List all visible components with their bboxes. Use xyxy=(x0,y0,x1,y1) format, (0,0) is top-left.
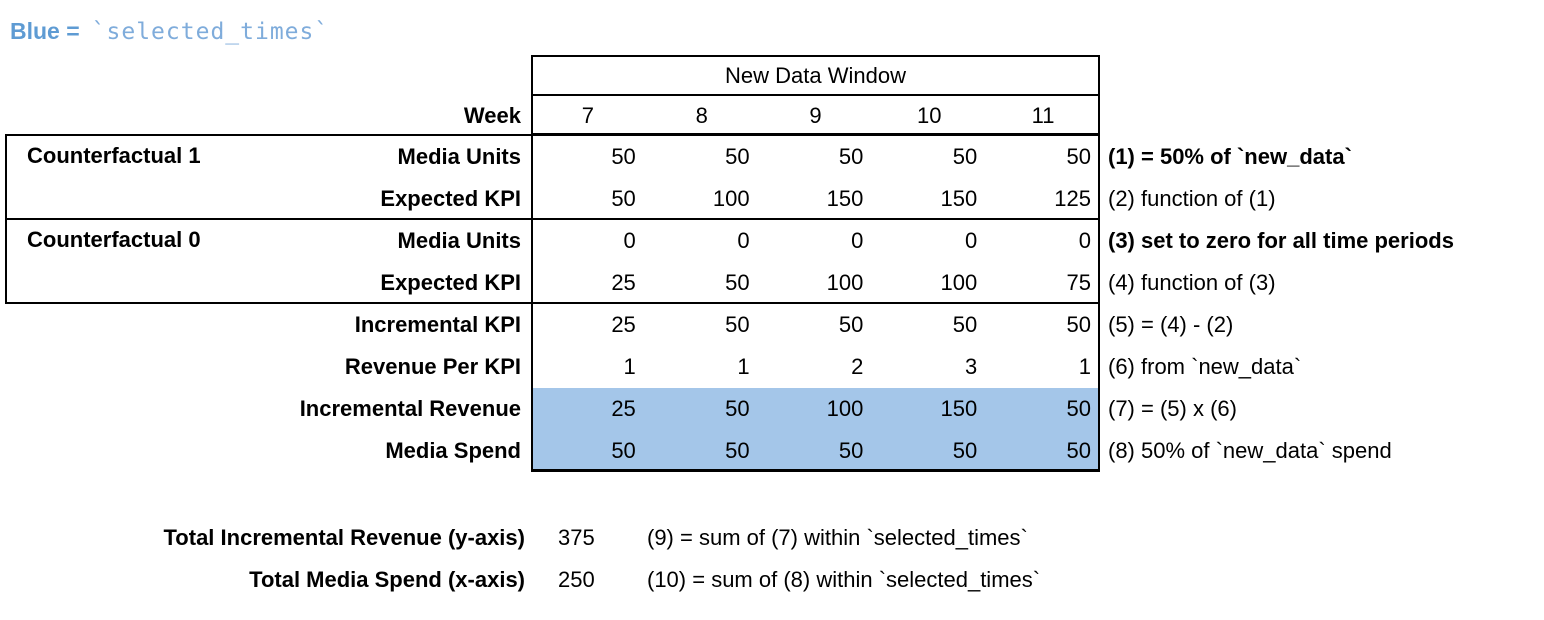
week-number-7: 7 xyxy=(581,103,595,128)
annotation-3: (3) set to zero for all time periods xyxy=(1108,228,1454,253)
table-cell: 50 xyxy=(611,438,636,463)
new-data-window-header: New Data Window xyxy=(531,55,1100,96)
table-cell: 50 xyxy=(952,312,978,337)
table-cell: 50 xyxy=(1066,144,1091,169)
row-label-expected-kpi: Expected KPI xyxy=(380,270,521,295)
table-cell: 50 xyxy=(725,312,750,337)
table-cell: 100 xyxy=(940,270,978,295)
table-row-media-units: 50 50 50 50 50 xyxy=(531,136,1100,178)
annotation-2: (2) function of (1) xyxy=(1108,186,1276,211)
table-cell: 50 xyxy=(952,144,978,169)
table-body-outline xyxy=(531,94,1100,472)
table-cell: 100 xyxy=(826,396,864,421)
table-row-expected-kpi: 25 50 100 100 75 xyxy=(531,262,1100,304)
row-label-revenue-per-kpi: Revenue Per KPI xyxy=(344,354,521,379)
legend-code-selected-times: `selected_times` xyxy=(91,19,330,45)
table-cell: 50 xyxy=(725,270,750,295)
week-number-8: 8 xyxy=(695,103,708,128)
table-cell: 0 xyxy=(851,228,864,253)
annotation-1: (1) = 50% of `new_data` xyxy=(1108,144,1352,169)
table-cell: 3 xyxy=(964,354,978,379)
table-cell: 0 xyxy=(737,228,750,253)
total-value-2: 250 xyxy=(558,567,595,592)
table-cell: 0 xyxy=(623,228,636,253)
table-cell: 1 xyxy=(1078,354,1091,379)
legend-note: Blue = `selected_times` xyxy=(10,18,329,45)
table-cell: 2 xyxy=(851,354,864,379)
table-cell: 50 xyxy=(838,144,864,169)
table-cell: 125 xyxy=(1054,186,1091,211)
week-label: Week xyxy=(463,103,521,128)
table-row-expected-kpi: 50 100 150 150 125 xyxy=(531,178,1100,220)
table-row-media-spend: 50 50 50 50 50 xyxy=(531,430,1100,472)
counterfactual-0-label: Counterfactual 0 xyxy=(27,227,201,252)
table-cell: 50 xyxy=(725,396,750,421)
week-number-10: 10 xyxy=(917,103,942,128)
row-label-incremental-revenue: Incremental Revenue xyxy=(299,396,521,421)
table-cell: 50 xyxy=(611,186,636,211)
total-note-1: (9) = sum of (7) within `selected_times` xyxy=(647,525,1028,550)
table-cell: 150 xyxy=(826,186,864,211)
table-cell: 50 xyxy=(1066,438,1091,463)
table-cell: 75 xyxy=(1066,270,1091,295)
week-number-11: 11 xyxy=(1031,103,1055,128)
divider-counterfactual-1-0 xyxy=(531,218,1100,220)
annotation-6: (6) from `new_data` xyxy=(1108,354,1302,379)
annotation-7: (7) = (5) x (6) xyxy=(1108,396,1237,421)
divider-under-counterfactual-0 xyxy=(531,302,1100,304)
table-cell: 100 xyxy=(712,186,750,211)
table-cell: 50 xyxy=(1066,396,1091,421)
row-label-media-units: Media Units xyxy=(397,228,521,253)
total-label-total-media-spend-x-axis: Total Media Spend (x-axis) xyxy=(249,567,525,592)
table-cell: 50 xyxy=(838,438,864,463)
table-cell: 1 xyxy=(623,354,636,379)
counterfactual-1-label: Counterfactual 1 xyxy=(27,143,201,168)
annotation-5: (5) = (4) - (2) xyxy=(1108,312,1234,337)
table-cell: 0 xyxy=(1078,228,1091,253)
table-row-media-units: 0 0 0 0 0 xyxy=(531,220,1100,262)
row-label-media-spend: Media Spend xyxy=(385,438,521,463)
table-cell: 100 xyxy=(826,270,864,295)
selected-times-highlight xyxy=(533,388,1098,469)
table-row-incremental-revenue: 25 50 100 150 50 xyxy=(531,388,1100,430)
table-cell: 50 xyxy=(838,312,864,337)
week-number-row: 7 8 9 10 11 xyxy=(531,95,1100,136)
row-label-incremental-kpi: Incremental KPI xyxy=(354,312,521,337)
annotation-4: (4) function of (3) xyxy=(1108,270,1276,295)
table-cell: 150 xyxy=(940,186,978,211)
table-cell: 0 xyxy=(964,228,978,253)
table-cell: 25 xyxy=(611,396,636,421)
table-cell: 50 xyxy=(725,144,750,169)
total-label-total-incremental-revenue-y-axis: Total Incremental Revenue (y-axis) xyxy=(163,525,526,550)
table-cell: 50 xyxy=(952,438,978,463)
annotation-8: (8) 50% of `new_data` spend xyxy=(1108,438,1392,463)
table-row-incremental-kpi: 25 50 50 50 50 xyxy=(531,304,1100,346)
row-label-expected-kpi: Expected KPI xyxy=(380,186,521,211)
table-cell: 1 xyxy=(737,354,750,379)
new-data-window-title: New Data Window xyxy=(725,63,906,88)
table-cell: 25 xyxy=(611,270,636,295)
total-note-2: (10) = sum of (8) within `selected_times… xyxy=(647,567,1041,592)
table-cell: 150 xyxy=(940,396,978,421)
row-label-media-units: Media Units xyxy=(397,144,521,169)
week-number-9: 9 xyxy=(809,103,822,128)
divider-under-week-row xyxy=(531,133,1100,136)
total-value-1: 375 xyxy=(558,525,595,550)
legend-label: Blue = xyxy=(10,18,80,44)
table-cell: 50 xyxy=(1066,312,1091,337)
table-cell: 25 xyxy=(611,312,636,337)
counterfactual-0-box: Counterfactual 0 xyxy=(5,218,531,304)
table-row-revenue-per-kpi: 1 1 2 3 1 xyxy=(531,346,1100,388)
table-cell: 50 xyxy=(611,144,636,169)
table-cell: 50 xyxy=(725,438,750,463)
